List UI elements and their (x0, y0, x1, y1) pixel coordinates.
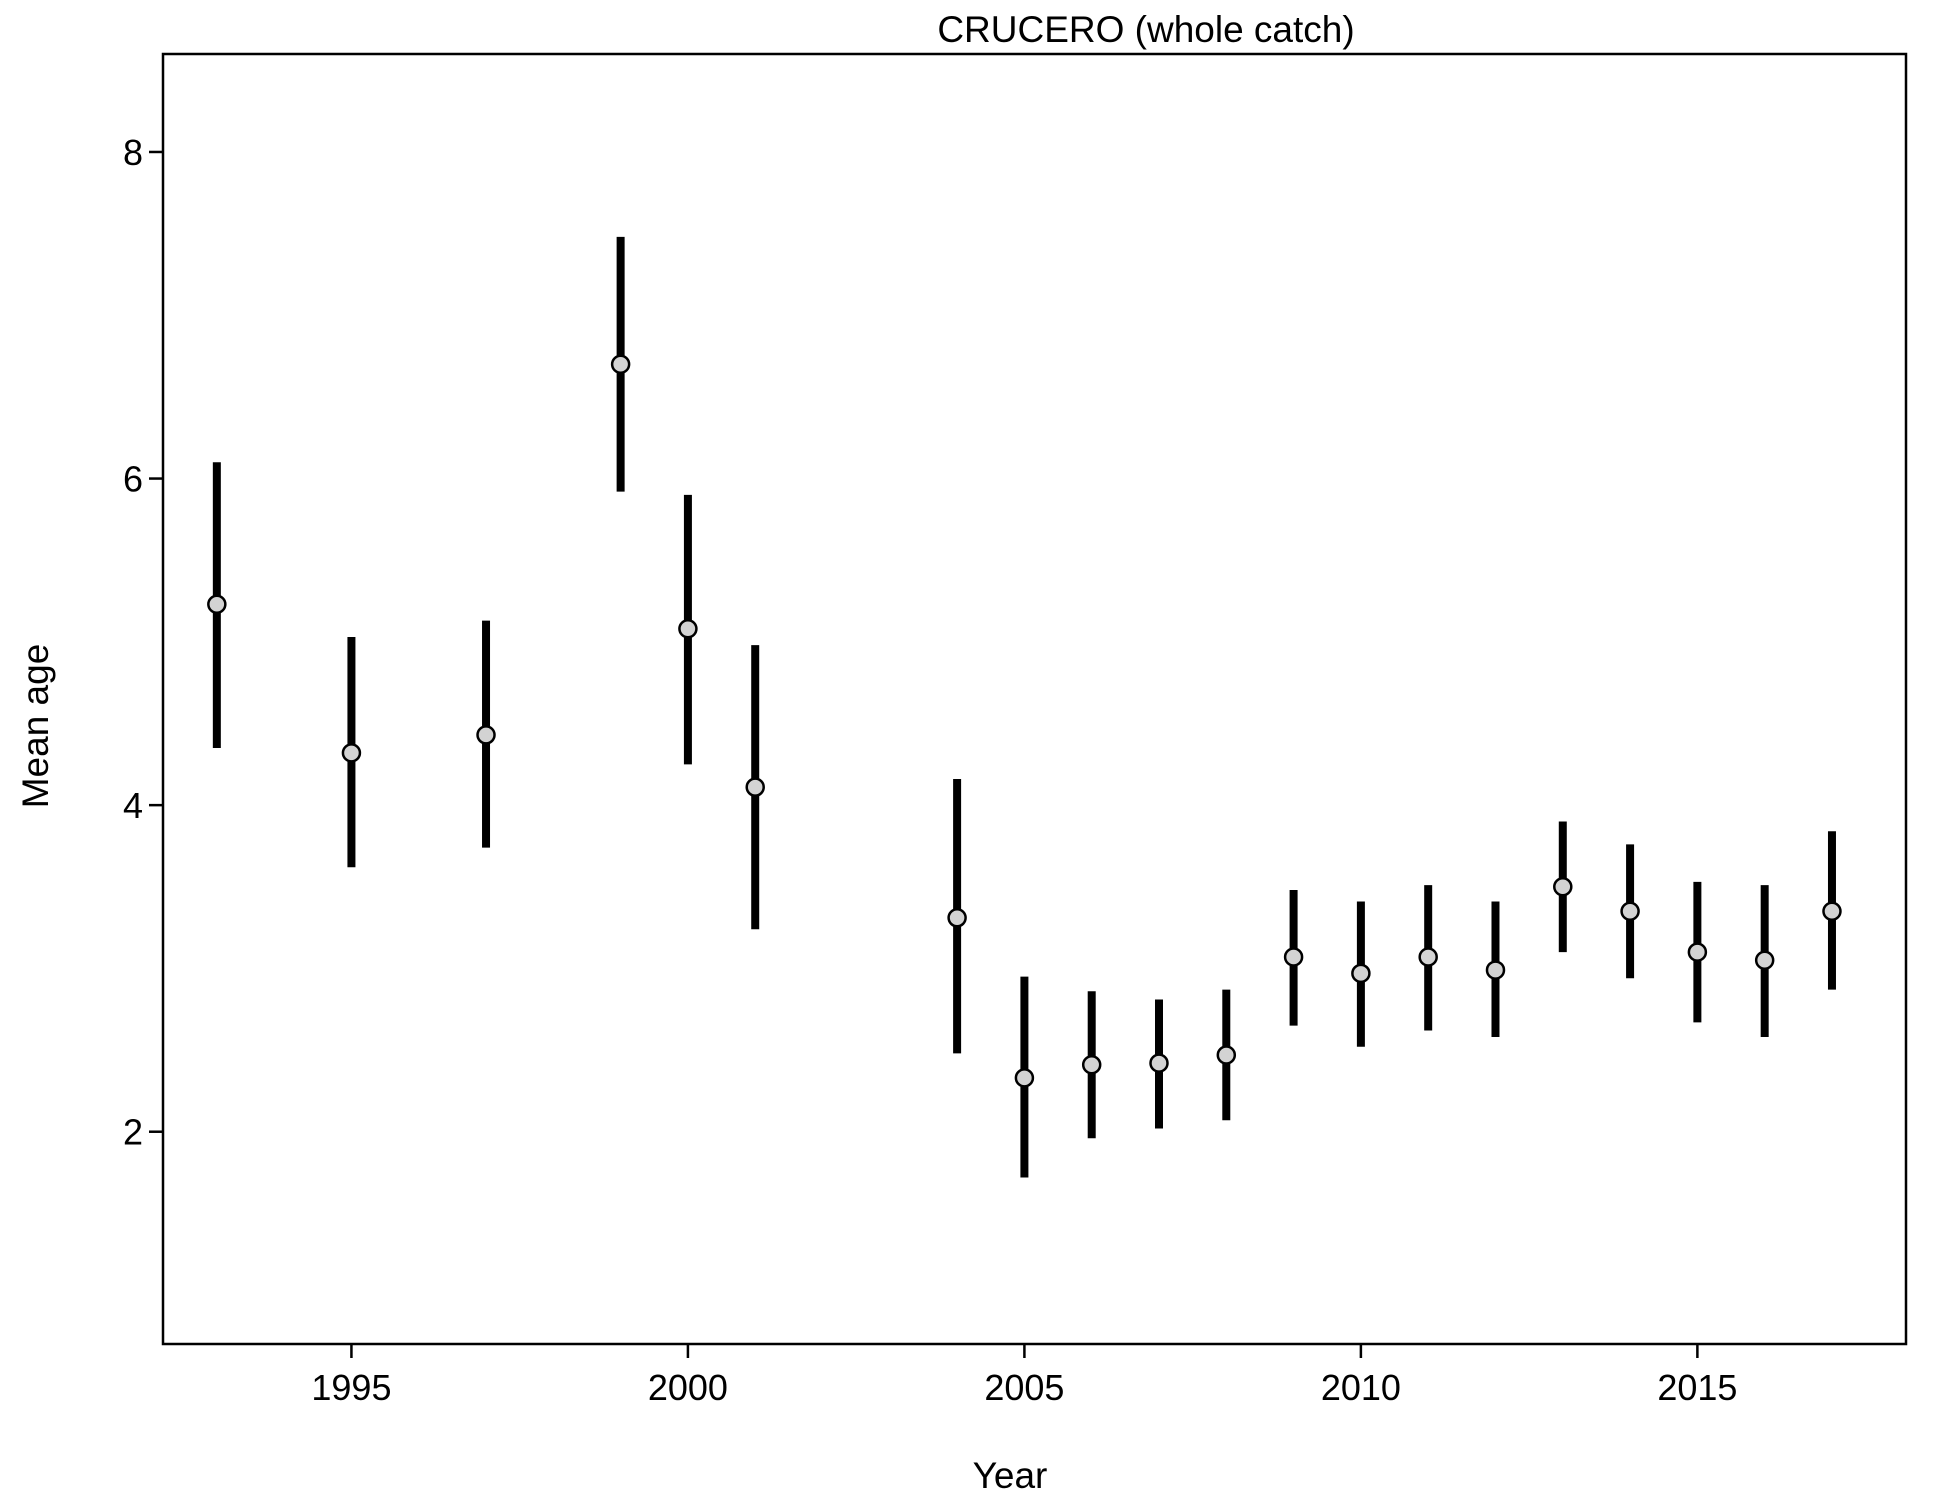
chart-title: CRUCERO (whole catch) (937, 9, 1354, 50)
data-point (1014, 1068, 1035, 1088)
y-tick-label: 4 (123, 785, 143, 826)
data-point (476, 725, 496, 745)
data-point (1754, 950, 1775, 971)
data-point (1822, 901, 1842, 922)
plot-frame (161, 52, 1908, 1346)
data-point (1351, 963, 1371, 984)
data-point (341, 743, 362, 763)
data-point (1553, 877, 1573, 897)
data-point (1216, 1045, 1237, 1065)
x-tick-label: 2015 (1657, 1367, 1737, 1408)
data-point (1081, 1055, 1102, 1075)
y-tick-label: 6 (123, 459, 143, 500)
y-axis-label: Mean age (15, 644, 56, 809)
data-point (1283, 947, 1304, 967)
data-point (745, 777, 765, 797)
x-tick-label: 1995 (311, 1367, 391, 1408)
data-point (1485, 960, 1506, 980)
x-tick-label: 2010 (1321, 1367, 1401, 1408)
y-tick-label: 2 (123, 1112, 143, 1153)
y-tick-label: 8 (123, 132, 143, 173)
data-point (1687, 942, 1708, 962)
x-tick-label: 2000 (648, 1367, 728, 1408)
x-axis: 1995 2000 2005 2010 2015 (311, 1344, 1737, 1408)
data-marks (207, 236, 1842, 1178)
data-point (207, 594, 227, 615)
data-point (610, 354, 631, 375)
x-axis-label: Year (973, 1455, 1048, 1496)
y-axis: 2 4 6 8 (123, 132, 163, 1153)
data-point (1149, 1053, 1169, 1073)
data-point (1620, 901, 1640, 922)
x-tick-label: 2005 (984, 1367, 1064, 1408)
data-point (947, 908, 967, 928)
data-point (678, 619, 698, 639)
data-point (1418, 947, 1438, 967)
